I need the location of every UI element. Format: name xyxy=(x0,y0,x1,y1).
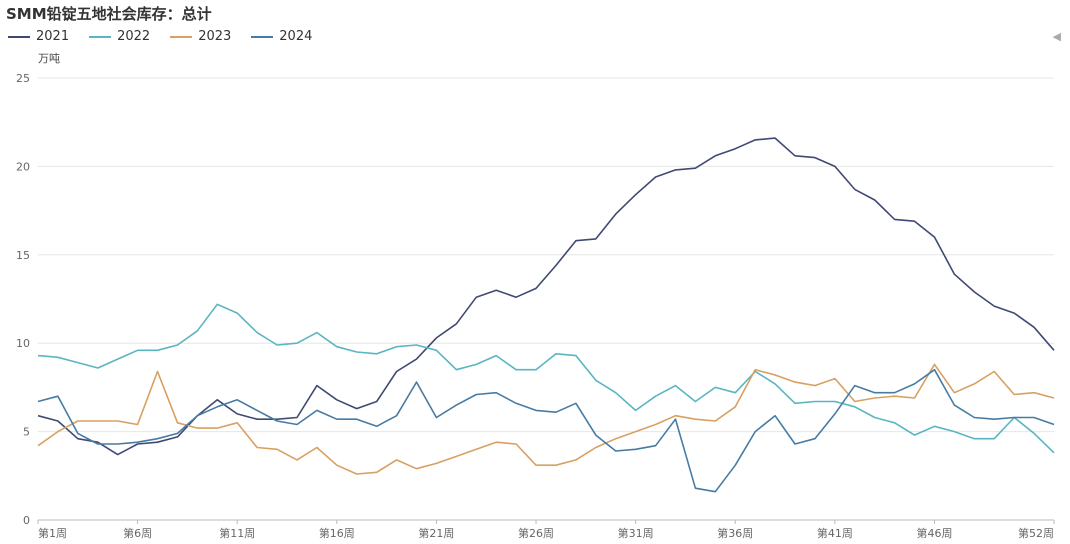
series-line-2021[interactable] xyxy=(37,137,1055,456)
legend-item-2021[interactable]: 2021 xyxy=(8,29,69,44)
x-tick-label: 第26周 xyxy=(518,526,554,540)
legend-scroll-left-icon[interactable]: ◀ xyxy=(1052,30,1061,43)
legend-label-2021: 2021 xyxy=(36,29,70,44)
y-axis-ticks: 0 5 10 15 20 25 xyxy=(16,72,30,527)
legend-swatch-2022 xyxy=(89,35,112,38)
x-tick-label: 第52周 xyxy=(1018,526,1054,540)
legend-swatch-2023 xyxy=(170,35,193,38)
x-tick-label: 第16周 xyxy=(319,526,355,540)
x-tick-label: 第46周 xyxy=(916,526,952,540)
x-tick-label: 第11周 xyxy=(219,526,255,540)
legend-item-2023[interactable]: 2023 xyxy=(170,29,231,44)
series-lines xyxy=(37,137,1055,493)
legend-label-2023: 2023 xyxy=(198,29,232,44)
y-tick-label: 15 xyxy=(16,249,30,262)
legend-swatch-2021 xyxy=(8,35,30,38)
x-tick-label: 第31周 xyxy=(618,526,654,540)
y-tick-label: 25 xyxy=(16,72,30,85)
series-line-2023[interactable] xyxy=(37,363,1055,475)
series-line-2024[interactable] xyxy=(37,368,1055,493)
legend-label-2024: 2024 xyxy=(279,29,313,44)
legend-label-2022: 2022 xyxy=(117,29,151,44)
legend-item-2024[interactable]: 2024 xyxy=(251,29,312,44)
x-tick-label: 第36周 xyxy=(717,526,753,540)
grid-lines xyxy=(38,77,1054,521)
y-tick-label: 20 xyxy=(16,160,30,173)
x-tick-label: 第21周 xyxy=(418,526,454,540)
legend: 2021 2022 2023 2024 xyxy=(8,29,312,44)
y-tick-label: 5 xyxy=(23,426,30,439)
legend-swatch-2024 xyxy=(251,35,274,38)
y-tick-label: 0 xyxy=(23,514,30,527)
chart-title: SMM铅锭五地社会库存：总计 xyxy=(6,5,212,23)
y-tick-label: 10 xyxy=(16,337,30,350)
y-axis-unit: 万吨 xyxy=(38,52,60,65)
x-tick-label: 第1周 xyxy=(38,526,67,540)
series-line-2022[interactable] xyxy=(37,303,1055,454)
x-axis-ticks: 第1周 第6周 第11周 第16周 第21周 第26周 第31周 第36周 第41周 第46周 第5… xyxy=(37,520,1055,540)
x-tick-label: 第6周 xyxy=(123,526,152,540)
x-tick-label: 第41周 xyxy=(817,526,853,540)
legend-item-2022[interactable]: 2022 xyxy=(89,29,150,44)
